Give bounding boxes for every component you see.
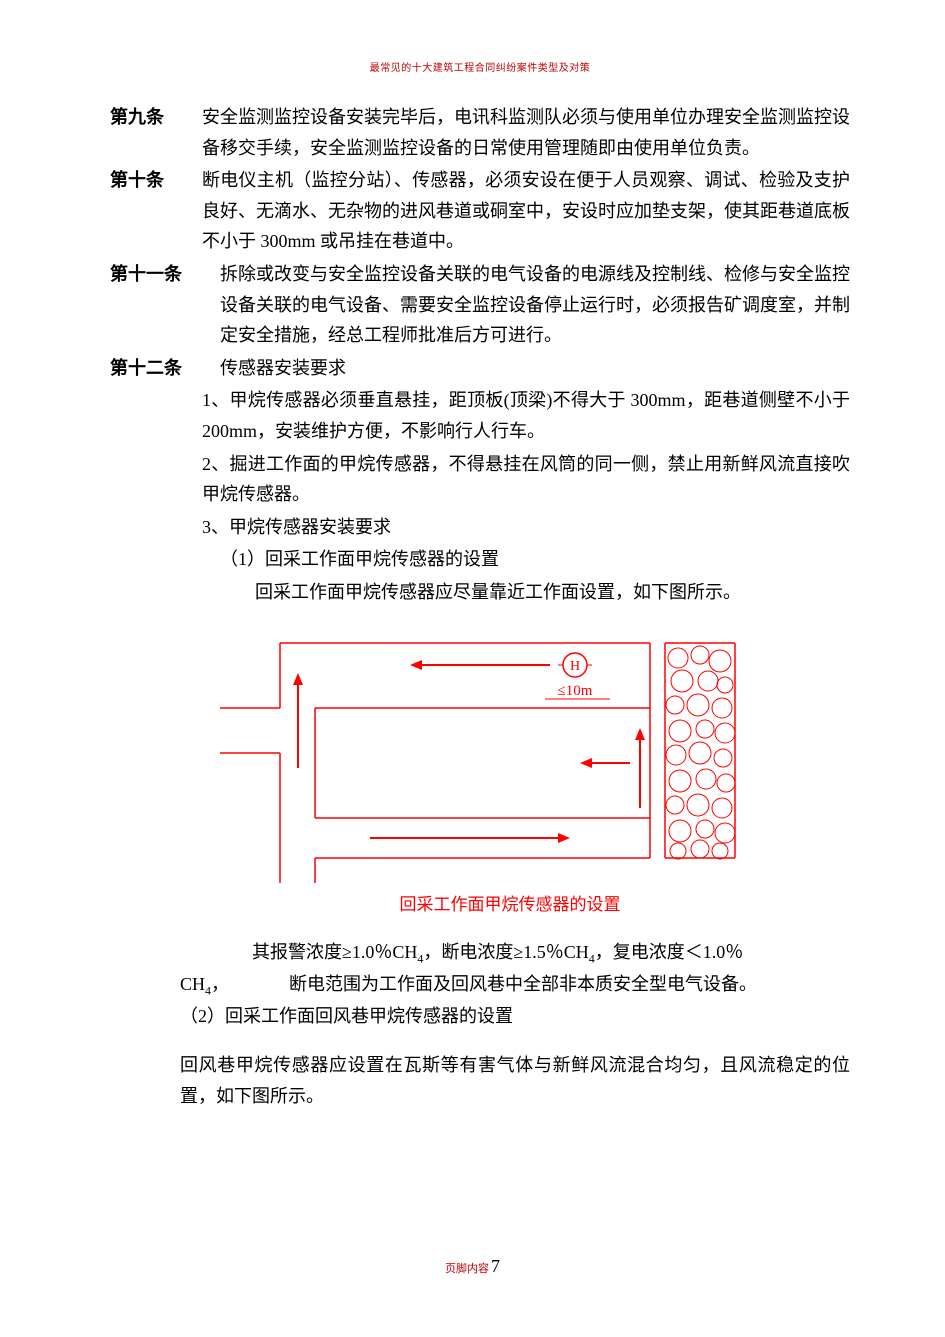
sensor-marker-h: H — [558, 653, 592, 677]
page-header: 最常见的十大建筑工程合同纠纷案件类型及对策 — [110, 60, 850, 77]
article-11-text: 拆除或改变与安全监控设备关联的电气设备的电源线及控制线、检修与安全监控设备关联的… — [220, 259, 850, 351]
svg-text:H: H — [570, 659, 580, 674]
page-number: 7 — [491, 1256, 500, 1276]
article-11-label: 第十一条 — [110, 259, 220, 351]
airflow-left-arrow-top — [410, 660, 550, 670]
return-airway-sensor-text: 回风巷甲烷传感器应设置在瓦斯等有害气体与新鲜风流混合均匀，且风流稳定的位置，如下… — [110, 1050, 850, 1111]
article-12-item-3: 3、甲烷传感器安装要求 — [110, 512, 850, 543]
article-12-item-2: 2、掘进工作面的甲烷传感器，不得悬挂在风筒的同一侧，禁止用新鲜风流直接吹甲烷传感… — [110, 449, 850, 510]
article-12-label: 第十二条 — [110, 353, 220, 384]
article-12: 第十二条 传感器安装要求 — [110, 353, 850, 384]
footer-label: 页脚内容 — [445, 1263, 489, 1275]
sensor-placement-diagram: H ≤10m — [220, 623, 740, 883]
article-10: 第十条 断电仪主机（监控分站）、传感器，必须安设在便于人员观察、调试、检验及支护… — [110, 165, 850, 257]
diagram-caption: 回采工作面甲烷传感器的设置 — [110, 891, 850, 920]
airflow-right-arrow-bottom — [370, 833, 570, 843]
article-12-sub-2: （2）回采工作面回风巷甲烷传感器的设置 — [110, 1001, 850, 1032]
article-10-text: 断电仪主机（监控分站）、传感器，必须安设在便于人员观察、调试、检验及支护良好、无… — [202, 165, 850, 257]
power-cut-scope: CH4，断电范围为工作面及回风巷中全部非本质安全型电气设备。 — [110, 969, 850, 1001]
article-9-label: 第九条 — [110, 102, 202, 163]
article-12-item-1: 1、甲烷传感器必须垂直悬挂，距顶板(顶梁)不得大于 300mm，距巷道侧壁不小于… — [110, 385, 850, 446]
article-9: 第九条 安全监测监控设备安装完毕后，电讯科监测队必须与使用单位办理安全监测监控设… — [110, 102, 850, 163]
article-12-sub-1-body: 回采工作面甲烷传感器应尽量靠近工作面设置，如下图所示。 — [110, 577, 850, 608]
concentration-thresholds: 其报警浓度≥1.0％CH4，断电浓度≥1.5％CH4，复电浓度＜1.0％ — [110, 937, 850, 969]
article-12-title: 传感器安装要求 — [220, 353, 850, 384]
article-10-label: 第十条 — [110, 165, 202, 257]
article-11: 第十一条 拆除或改变与安全监控设备关联的电气设备的电源线及控制线、检修与安全监控… — [110, 259, 850, 351]
article-12-sub-1: （1）回采工作面甲烷传感器的设置 — [110, 544, 850, 575]
airflow-up-arrow-left — [293, 673, 303, 768]
gob-area-icon — [665, 643, 735, 859]
airflow-up-arrow-right — [635, 728, 645, 808]
airflow-left-arrow-mid — [580, 758, 630, 768]
page-footer: 页脚内容7 — [0, 1251, 945, 1282]
svg-text:≤10m: ≤10m — [558, 683, 593, 699]
article-9-text: 安全监测监控设备安装完毕后，电讯科监测队必须与使用单位办理安全监测监控设备移交手… — [202, 102, 850, 163]
distance-label: ≤10m — [545, 683, 610, 699]
